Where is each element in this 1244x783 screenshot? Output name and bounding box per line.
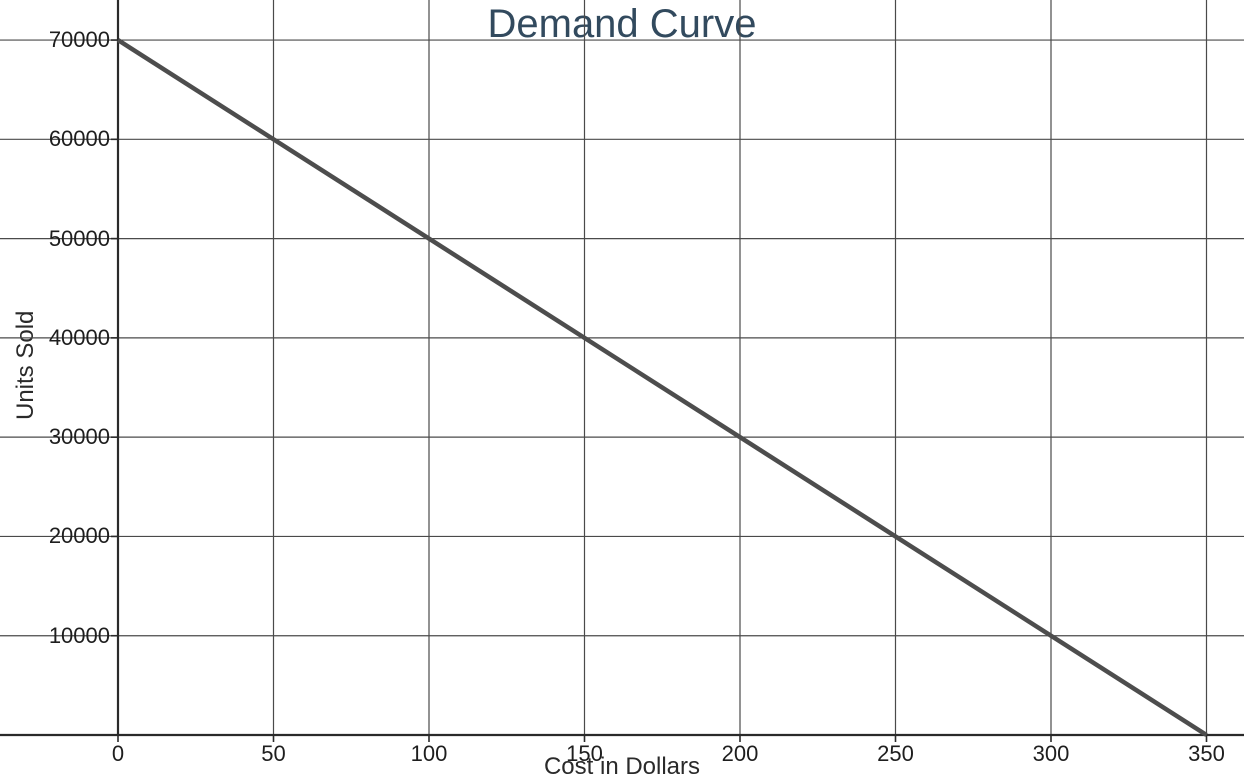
y-tick-label: 70000 [40, 27, 110, 53]
y-tick-label: 20000 [40, 523, 110, 549]
chart-svg [0, 0, 1244, 783]
x-tick-label: 300 [1033, 741, 1070, 767]
x-tick-label: 250 [877, 741, 914, 767]
x-tick-label: 50 [261, 741, 285, 767]
x-tick-label: 150 [566, 741, 603, 767]
y-tick-label: 50000 [40, 226, 110, 252]
y-tick-label: 60000 [40, 126, 110, 152]
x-tick-label: 200 [722, 741, 759, 767]
x-tick-label: 0 [112, 741, 124, 767]
demand-line [118, 40, 1207, 735]
y-tick-label: 40000 [40, 325, 110, 351]
x-tick-label: 100 [411, 741, 448, 767]
y-tick-label: 30000 [40, 424, 110, 450]
chart-container: Demand Curve Units Sold Cost in Dollars … [0, 0, 1244, 783]
x-tick-label: 350 [1188, 741, 1225, 767]
y-tick-label: 10000 [40, 623, 110, 649]
